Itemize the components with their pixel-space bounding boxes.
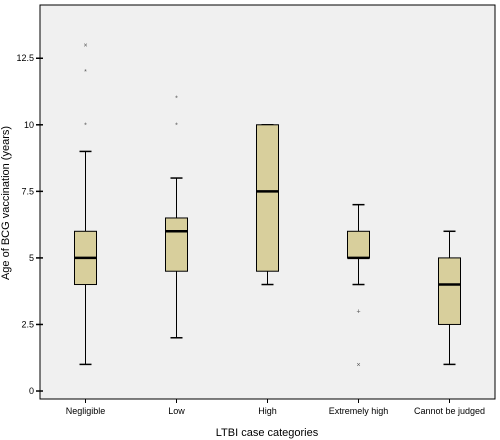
x-tick-label: Low <box>168 406 185 416</box>
x-axis-title: LTBI case categories <box>216 427 319 439</box>
y-axis: 0 2.5 5 7.5 10 12.5 <box>16 53 43 396</box>
box-body <box>438 257 461 325</box>
outlier-marker: * <box>175 122 178 129</box>
outlier-marker: × <box>83 42 87 49</box>
y-tick-label: 12.5 <box>16 53 34 63</box>
box-body <box>347 230 370 259</box>
y-tick-label: 5 <box>29 253 34 263</box>
outlier-marker: * <box>84 122 87 129</box>
box-cannot-be-judged <box>438 230 461 366</box>
outlier-marker: * <box>175 96 178 103</box>
x-tick-label: Cannot be judged <box>414 406 485 416</box>
y-tick-label: 0 <box>29 386 34 396</box>
y-tick-label: 10 <box>24 120 34 130</box>
box-extremely-high: ×+ <box>347 203 370 369</box>
box-negligible: * * × <box>74 42 97 366</box>
box-high <box>256 124 279 286</box>
outlier-marker: + <box>356 309 360 316</box>
y-axis-title: Age of BCG vaccination (years) <box>0 126 12 280</box>
x-axis: Negligible Low High Extremely high Cannot be… <box>66 399 485 416</box>
box-body <box>165 217 188 272</box>
x-tick-label: Negligible <box>66 406 106 416</box>
y-tick-label: 7.5 <box>21 186 34 196</box>
x-tick-label: High <box>258 406 277 416</box>
x-tick-label: Extremely high <box>329 406 389 416</box>
outlier-marker: * <box>84 69 87 76</box>
boxes-group: **×**×+ <box>74 42 461 369</box>
y-tick-label: 2.5 <box>21 319 34 329</box>
box-low: ** <box>165 96 188 339</box>
box-body <box>256 124 279 272</box>
outlier-marker: × <box>356 362 360 369</box>
